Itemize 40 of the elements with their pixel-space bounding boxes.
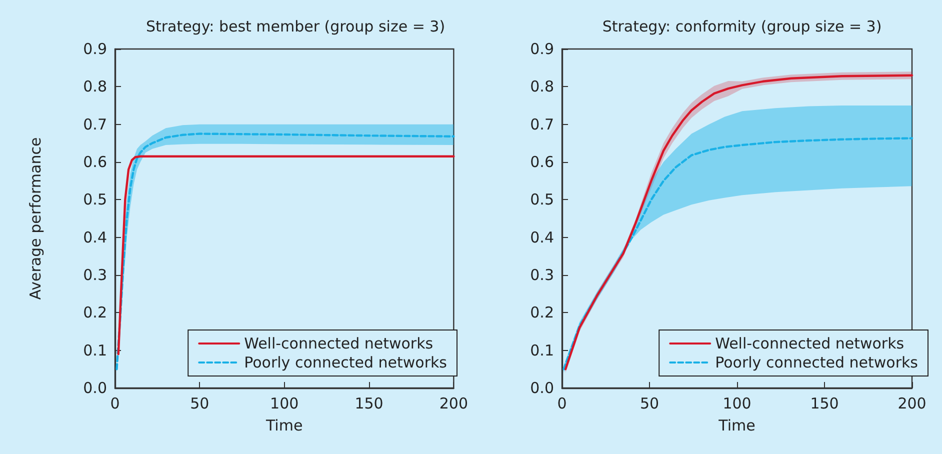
x-tick-label: 100 — [722, 394, 752, 412]
y-tick-label: 0.6 — [83, 153, 107, 171]
y-tick-label: 0.1 — [530, 341, 554, 360]
y-tick-label: 0.9 — [530, 40, 554, 58]
y-tick-label: 0.2 — [530, 304, 554, 322]
legend-label: Well-connected networks — [244, 334, 434, 352]
y-tick-label: 0.3 — [83, 266, 107, 284]
chart-title: Strategy: conformity (group size = 3) — [602, 18, 882, 36]
y-tick-label: 0.9 — [83, 40, 107, 58]
y-tick-label: 0.5 — [530, 190, 554, 209]
x-tick-label: 50 — [190, 394, 210, 412]
line-series — [117, 155, 455, 356]
y-tick-label: 0.4 — [530, 228, 554, 246]
legend-label: Poorly connected networks — [715, 354, 918, 372]
legend-label: Well-connected networks — [715, 334, 904, 352]
x-axis-title: Time — [264, 416, 303, 434]
y-tick-label: 0.4 — [83, 228, 107, 246]
y-tick-label: 0.5 — [83, 190, 107, 209]
x-tick-label: 150 — [354, 394, 384, 412]
x-tick-label: 100 — [270, 394, 299, 412]
y-tick-label: 0.7 — [83, 115, 107, 134]
x-axis-title: Time — [718, 416, 756, 434]
x-tick-label: 200 — [898, 394, 926, 412]
x-tick-label: 150 — [810, 394, 839, 412]
y-axis-title: Average performance — [26, 137, 44, 300]
x-tick-label: 0 — [110, 394, 120, 412]
y-tick-label: 0.3 — [530, 266, 554, 284]
legend-label: Poorly connected networks — [244, 354, 448, 372]
y-tick-label: 0.8 — [83, 78, 107, 96]
y-tick-label: 0.6 — [530, 153, 554, 171]
y-tick-label: 0.1 — [83, 341, 107, 360]
y-tick-label: 0.2 — [83, 304, 107, 322]
y-tick-label: 0.0 — [83, 379, 107, 397]
x-tick-label: 0 — [557, 394, 567, 412]
x-tick-label: 200 — [439, 394, 468, 412]
y-tick-label: 0.8 — [530, 78, 554, 96]
y-tick-label: 0.7 — [530, 115, 554, 134]
y-tick-label: 0.0 — [530, 379, 554, 397]
x-tick-label: 50 — [640, 394, 660, 412]
chart-title: Strategy: best member (group size = 3) — [146, 18, 446, 36]
